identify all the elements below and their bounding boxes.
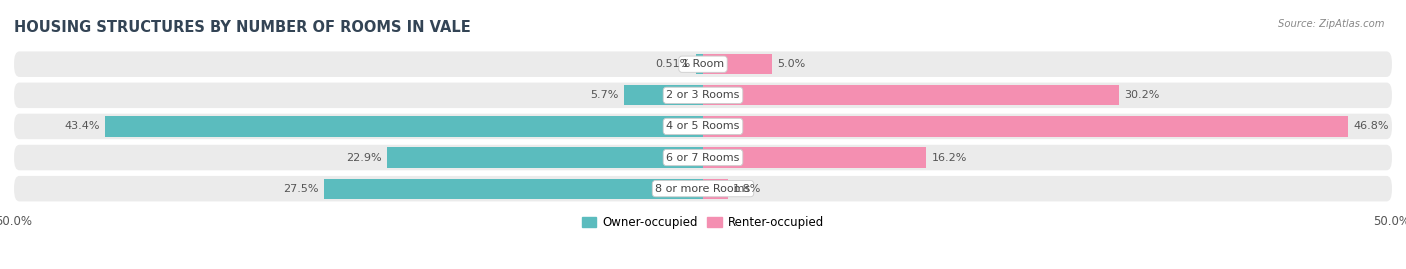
Bar xyxy=(703,54,772,74)
Text: HOUSING STRUCTURES BY NUMBER OF ROOMS IN VALE: HOUSING STRUCTURES BY NUMBER OF ROOMS IN… xyxy=(14,20,471,35)
Bar xyxy=(323,179,703,199)
Bar xyxy=(703,147,927,168)
Text: 2 or 3 Rooms: 2 or 3 Rooms xyxy=(666,90,740,100)
Text: 22.9%: 22.9% xyxy=(346,153,382,162)
Legend: Owner-occupied, Renter-occupied: Owner-occupied, Renter-occupied xyxy=(578,211,828,234)
Text: 27.5%: 27.5% xyxy=(283,184,319,194)
Text: 1 Room: 1 Room xyxy=(682,59,724,69)
FancyBboxPatch shape xyxy=(14,83,1392,108)
FancyBboxPatch shape xyxy=(14,145,1392,170)
Text: 6 or 7 Rooms: 6 or 7 Rooms xyxy=(666,153,740,162)
Text: 46.8%: 46.8% xyxy=(1354,121,1389,132)
Bar xyxy=(388,147,703,168)
Text: Source: ZipAtlas.com: Source: ZipAtlas.com xyxy=(1278,19,1385,29)
Bar xyxy=(703,85,1119,105)
Bar xyxy=(703,116,1348,137)
Text: 43.4%: 43.4% xyxy=(65,121,100,132)
Bar xyxy=(696,54,703,74)
FancyBboxPatch shape xyxy=(14,51,1392,77)
Text: 0.51%: 0.51% xyxy=(655,59,690,69)
Bar xyxy=(703,179,728,199)
Text: 16.2%: 16.2% xyxy=(932,153,967,162)
Bar xyxy=(105,116,703,137)
Text: 1.8%: 1.8% xyxy=(734,184,762,194)
Text: 4 or 5 Rooms: 4 or 5 Rooms xyxy=(666,121,740,132)
Text: 5.0%: 5.0% xyxy=(778,59,806,69)
Text: 8 or more Rooms: 8 or more Rooms xyxy=(655,184,751,194)
Bar xyxy=(624,85,703,105)
FancyBboxPatch shape xyxy=(14,176,1392,201)
Text: 5.7%: 5.7% xyxy=(591,90,619,100)
Text: 30.2%: 30.2% xyxy=(1125,90,1160,100)
FancyBboxPatch shape xyxy=(14,114,1392,139)
